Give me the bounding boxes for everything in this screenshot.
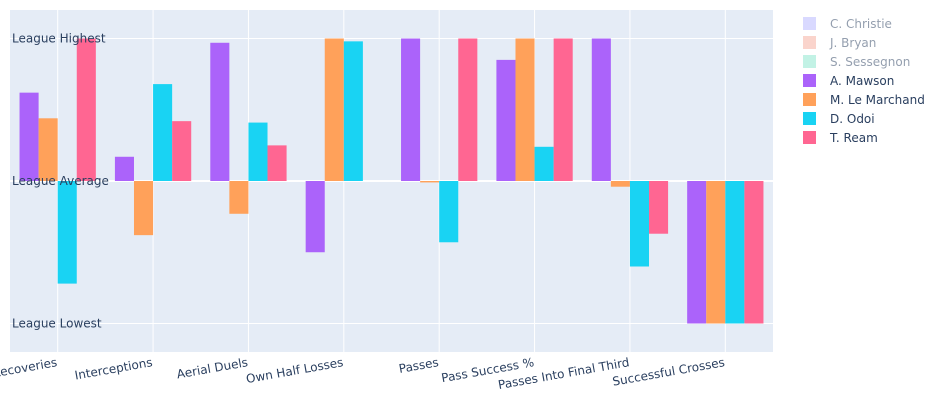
x-tick-label: Aerial Duels bbox=[176, 355, 249, 381]
bar-m-le-marchand-0[interactable] bbox=[38, 118, 58, 181]
bar-a-mawson-5[interactable] bbox=[496, 59, 516, 181]
legend-swatch[interactable] bbox=[803, 74, 816, 87]
bar-a-mawson-4[interactable] bbox=[401, 38, 421, 182]
legend-swatch[interactable] bbox=[803, 93, 816, 106]
legend-swatch[interactable] bbox=[803, 36, 816, 49]
legend-swatch[interactable] bbox=[803, 17, 816, 30]
x-tick-label: Interceptions bbox=[74, 355, 154, 382]
bar-m-le-marchand-2[interactable] bbox=[229, 181, 249, 214]
bar-a-mawson-2[interactable] bbox=[210, 42, 230, 182]
bar-a-mawson-6[interactable] bbox=[591, 38, 611, 182]
bar-d-odoi-5[interactable] bbox=[534, 146, 554, 181]
bar-a-mawson-0[interactable] bbox=[19, 92, 39, 181]
bars bbox=[19, 38, 764, 324]
bar-t-ream-0[interactable] bbox=[76, 38, 96, 182]
bar-d-odoi-2[interactable] bbox=[248, 122, 268, 181]
y-tick-label: League Highest bbox=[12, 32, 106, 46]
bar-t-ream-1[interactable] bbox=[172, 121, 192, 181]
legend-swatch[interactable] bbox=[803, 55, 816, 68]
legend-label[interactable]: C. Christie bbox=[830, 17, 892, 31]
bar-d-odoi-0[interactable] bbox=[57, 181, 77, 284]
bar-t-ream-2[interactable] bbox=[267, 145, 287, 181]
bar-d-odoi-3[interactable] bbox=[343, 41, 363, 181]
y-tick-label: League Lowest bbox=[12, 317, 102, 331]
bar-a-mawson-7[interactable] bbox=[687, 181, 707, 324]
bar-d-odoi-4[interactable] bbox=[439, 181, 459, 243]
y-axis-tick-labels: League Highest League Average League Lowes… bbox=[12, 32, 109, 331]
bar-a-mawson-1[interactable] bbox=[114, 156, 134, 181]
bar-m-le-marchand-1[interactable] bbox=[133, 181, 154, 236]
bar-m-le-marchand-7[interactable] bbox=[706, 181, 726, 324]
bar-d-odoi-1[interactable] bbox=[153, 84, 173, 181]
x-axis-tick-labels: Ball Recoveries Interceptions Aerial Duels… bbox=[0, 355, 726, 392]
bar-a-mawson-3[interactable] bbox=[305, 181, 325, 253]
bar-m-le-marchand-3[interactable] bbox=[324, 38, 344, 182]
bar-m-le-marchand-6[interactable] bbox=[610, 181, 630, 187]
legend-label[interactable]: M. Le Marchand bbox=[830, 93, 925, 107]
legend-label[interactable]: T. Ream bbox=[829, 131, 878, 145]
y-tick-label: League Average bbox=[12, 174, 109, 188]
legend-swatch[interactable] bbox=[803, 131, 816, 144]
legend-label[interactable]: S. Sessegnon bbox=[830, 55, 910, 69]
legend: C. Christie J. Bryan S. Sessegnon A. Mawson… bbox=[803, 17, 925, 145]
bar-m-le-marchand-4[interactable] bbox=[420, 181, 440, 183]
legend-label[interactable]: A. Mawson bbox=[830, 74, 894, 88]
bar-m-le-marchand-5[interactable] bbox=[515, 38, 535, 182]
bar-t-ream-4[interactable] bbox=[458, 38, 478, 182]
x-tick-label: Passes bbox=[398, 355, 440, 376]
x-tick-label: Ball Recoveries bbox=[0, 355, 58, 385]
legend-swatch[interactable] bbox=[803, 112, 816, 125]
bar-t-ream-6[interactable] bbox=[649, 181, 669, 234]
bar-d-odoi-7[interactable] bbox=[725, 181, 745, 324]
x-tick-label: Own Half Losses bbox=[245, 355, 344, 386]
bar-t-ream-5[interactable] bbox=[553, 38, 573, 182]
bar-t-ream-7[interactable] bbox=[744, 181, 764, 324]
legend-label[interactable]: D. Odoi bbox=[830, 112, 875, 126]
legend-label[interactable]: J. Bryan bbox=[829, 36, 876, 50]
bar-d-odoi-6[interactable] bbox=[629, 181, 650, 267]
